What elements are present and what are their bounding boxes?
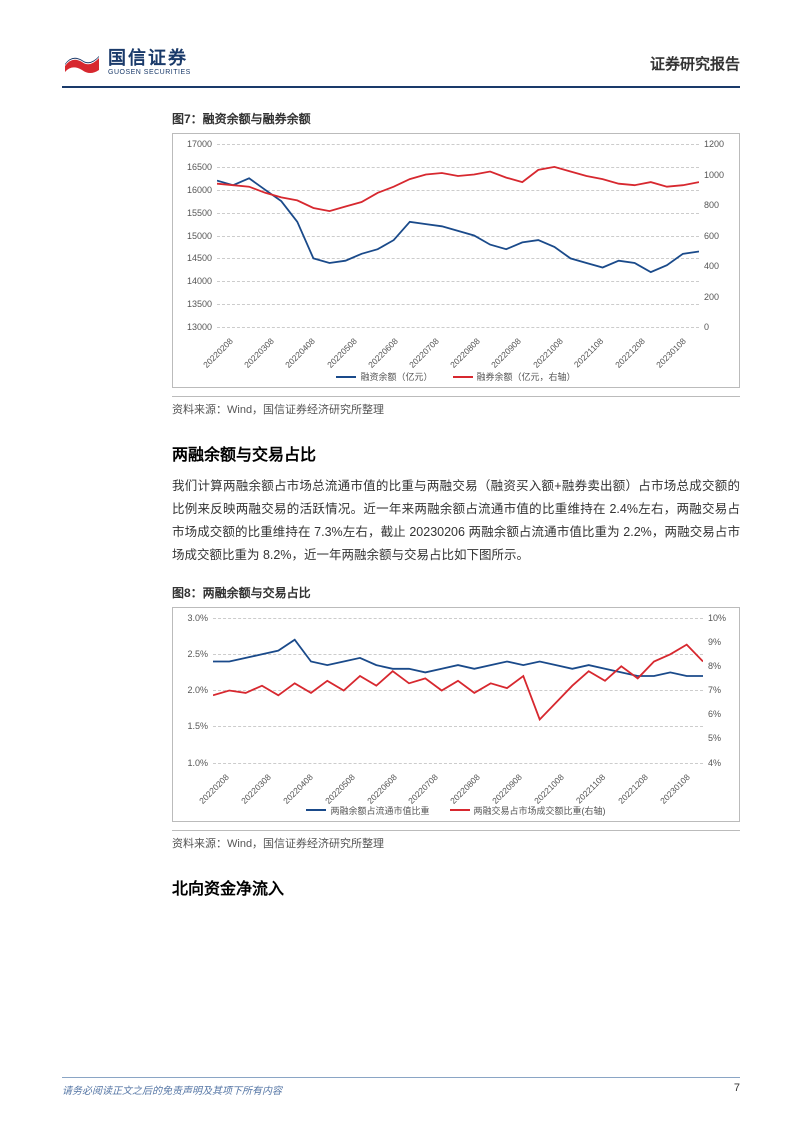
- fig7-chart: 融资余额（亿元） 融券余额（亿元，右轴） 1300013500140001450…: [172, 133, 740, 388]
- fig7-legend: 融资余额（亿元） 融券余额（亿元，右轴）: [173, 370, 739, 383]
- fig7-source: 资料来源：Wind，国信证券经济研究所整理: [172, 396, 740, 417]
- fig8-chart: 两融余额占流通市值比重 两融交易占市场成交额比重(右轴) 1.0%1.5%2.0…: [172, 607, 740, 822]
- fig8-legend: 两融余额占流通市值比重 两融交易占市场成交额比重(右轴): [173, 804, 739, 817]
- page-footer: 请务必阅读正文之后的免责声明及其项下所有内容 7: [62, 1077, 740, 1097]
- company-name-cn: 国信证券: [108, 49, 191, 69]
- company-name-en: GUOSEN SECURITIES: [108, 69, 191, 77]
- disclaimer: 请务必阅读正文之后的免责声明及其项下所有内容: [62, 1082, 282, 1097]
- logo-icon: [62, 48, 102, 78]
- page-number: 7: [734, 1082, 740, 1097]
- fig8-title: 图8：两融余额与交易占比: [172, 584, 740, 601]
- section1-title: 两融余额与交易占比: [172, 441, 740, 465]
- section2-title: 北向资金净流入: [172, 875, 740, 899]
- page-header: 国信证券 GUOSEN SECURITIES 证券研究报告: [62, 48, 740, 88]
- fig8-source: 资料来源：Wind，国信证券经济研究所整理: [172, 830, 740, 851]
- section1-body: 我们计算两融余额占市场总流通市值的比重与两融交易（融资买入额+融券卖出额）占市场…: [172, 475, 740, 568]
- company-logo: 国信证券 GUOSEN SECURITIES: [62, 48, 191, 78]
- report-type: 证券研究报告: [650, 53, 740, 74]
- fig7-title: 图7：融资余额与融券余额: [172, 110, 740, 127]
